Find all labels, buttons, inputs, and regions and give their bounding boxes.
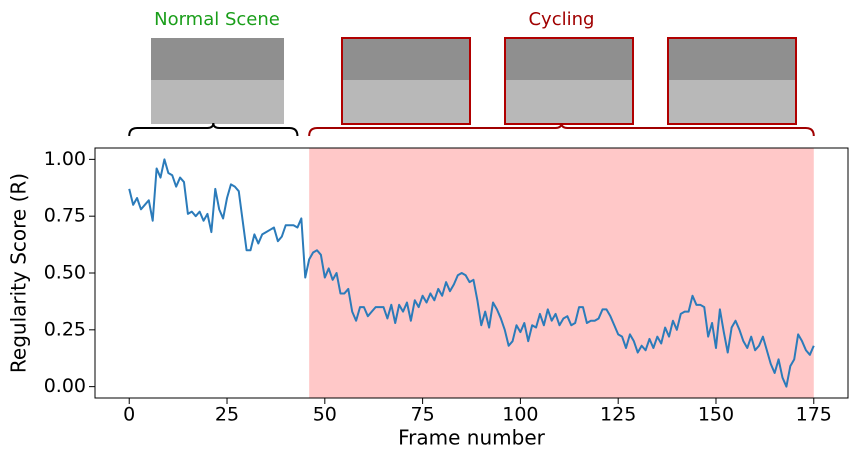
region-shade <box>309 148 814 398</box>
x-tick-label: 0 <box>123 404 135 426</box>
x-tick-label: 25 <box>215 404 239 426</box>
region-bracket <box>129 123 297 136</box>
region-label: Cycling <box>528 9 594 30</box>
y-tick-label: 0.00 <box>44 375 86 397</box>
x-tick-label: 150 <box>698 404 734 426</box>
region-label: Normal Scene <box>154 9 280 30</box>
x-tick-label: 75 <box>411 404 435 426</box>
cycling-frame-floor <box>506 80 632 123</box>
cycling-frame-floor <box>343 80 469 123</box>
cycling-frame-floor <box>669 80 795 123</box>
x-axis-label: Frame number <box>398 426 546 450</box>
y-axis-label: Regularity Score (R) <box>7 173 31 373</box>
x-tick-label: 125 <box>600 404 636 426</box>
x-tick-label: 50 <box>313 404 337 426</box>
chart: Normal Scene Cycling 0 25 50 75 100 125 150 175 0.… <box>0 0 861 453</box>
y-tick-label: 1.00 <box>44 148 86 170</box>
y-tick-label: 0.75 <box>44 205 86 227</box>
normal-frame-floor <box>151 80 284 124</box>
y-tick-label: 0.50 <box>44 262 86 284</box>
x-tick-label: 175 <box>796 404 832 426</box>
x-tick-label: 100 <box>502 404 538 426</box>
thumbnails <box>151 38 796 124</box>
y-tick-label: 0.25 <box>44 318 86 340</box>
